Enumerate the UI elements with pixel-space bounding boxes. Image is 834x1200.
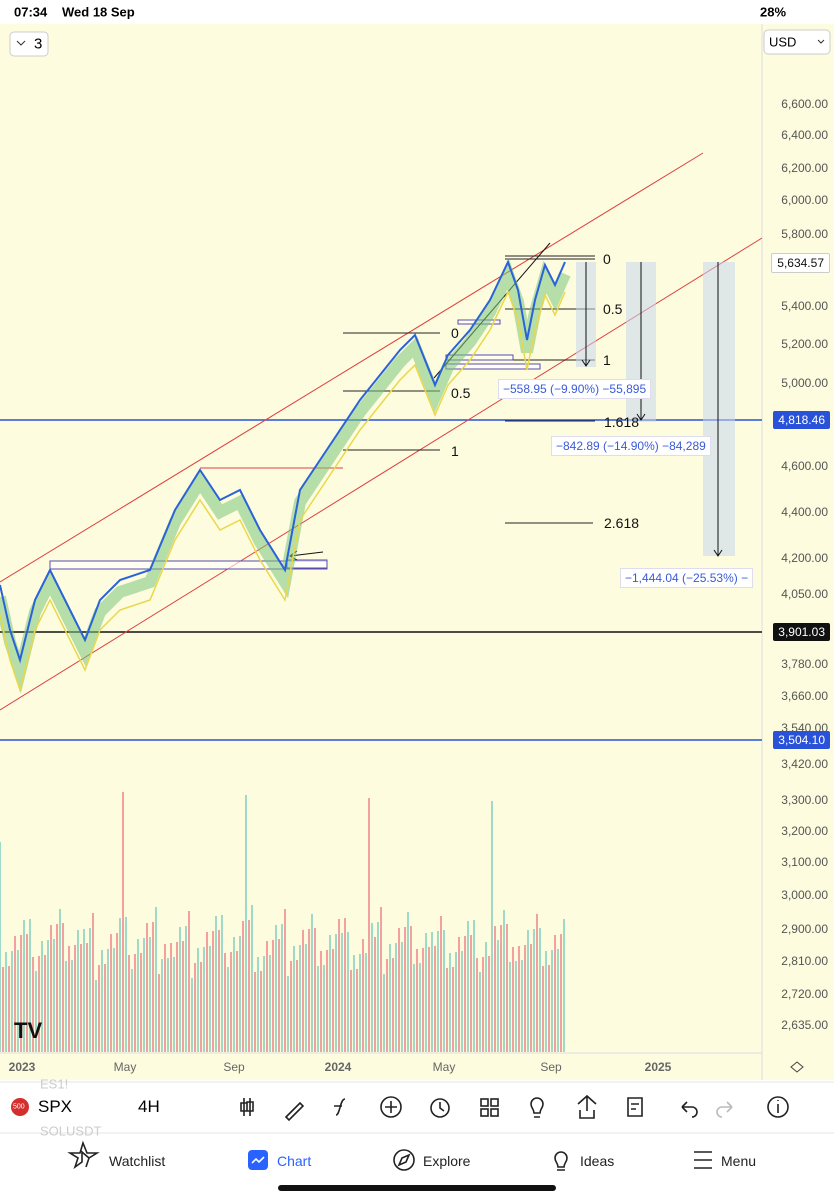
fib-level: 2.618 bbox=[604, 515, 640, 531]
price-axis-label: 3,660.00 bbox=[781, 689, 828, 703]
home-indicator bbox=[278, 1185, 556, 1191]
measure-box bbox=[703, 262, 735, 556]
price-axis-label: 6,400.00 bbox=[781, 128, 828, 142]
tab[interactable]: Explore bbox=[423, 1153, 471, 1169]
measure-label: −842.89 (−14.90%) −84,289 bbox=[551, 436, 711, 456]
status-date: Wed 18 Sep bbox=[62, 4, 135, 20]
price-line bbox=[0, 259, 566, 664]
price-axis-label: 4,050.00 bbox=[781, 587, 828, 601]
price-axis-label: 2,900.00 bbox=[781, 922, 828, 936]
status-battery: 28% bbox=[760, 4, 787, 20]
axis-bg bbox=[762, 24, 834, 1080]
time-axis-label: May bbox=[432, 1060, 456, 1074]
tab[interactable]: Chart bbox=[277, 1153, 312, 1169]
indicator-count: 3 bbox=[34, 35, 43, 53]
status-time: 07:34 bbox=[14, 4, 48, 20]
arrow-head bbox=[636, 413, 646, 421]
channel-line bbox=[0, 152, 704, 583]
price-axis-label: 6,200.00 bbox=[781, 161, 828, 175]
time-axis-label: Sep bbox=[540, 1060, 562, 1074]
drawings bbox=[0, 152, 763, 1052]
price-axis-label: 4,600.00 bbox=[781, 459, 828, 473]
price-axis-label: 3,100.00 bbox=[781, 855, 828, 869]
fib-level: 0 bbox=[603, 251, 611, 267]
price-axis-label: 5,200.00 bbox=[781, 337, 828, 351]
tab[interactable]: Ideas bbox=[580, 1153, 615, 1169]
arrow-head bbox=[713, 549, 723, 557]
price-axis-label: 2,810.00 bbox=[781, 954, 828, 968]
fib-level: 0.5 bbox=[451, 385, 471, 401]
badge-text: 500 bbox=[13, 1103, 25, 1111]
price-tag: 5,634.57 bbox=[771, 253, 830, 273]
price-axis-label: 2,635.00 bbox=[781, 1018, 828, 1032]
measure-label: −558.95 (−9.90%) −55,895 bbox=[498, 379, 652, 399]
price-axis-label: 3,300.00 bbox=[781, 793, 828, 807]
chevron bbox=[817, 39, 825, 44]
chevron bbox=[16, 40, 26, 46]
ghost-symbol: SOLUSDT bbox=[40, 1123, 102, 1139]
price-axis-label: 3,420.00 bbox=[781, 757, 828, 771]
settings-icon[interactable] bbox=[790, 1061, 804, 1073]
currency: USD bbox=[769, 34, 797, 50]
price-axis-label: 4,200.00 bbox=[781, 551, 828, 565]
price-axis-label: 4,400.00 bbox=[781, 505, 828, 519]
price-axis-label: 5,800.00 bbox=[781, 227, 828, 241]
symbol-badge bbox=[11, 1098, 29, 1116]
price-axis-label: 2,720.00 bbox=[781, 987, 828, 1001]
measure-label: −1,444.04 (−25.53%) − bbox=[620, 568, 754, 588]
chart-tab-glyph bbox=[251, 1156, 265, 1164]
interval: 4H bbox=[138, 1097, 160, 1116]
tv-logo: TV bbox=[14, 1018, 42, 1043]
time-axis-label: May bbox=[113, 1060, 137, 1074]
price-axis-label: 5,400.00 bbox=[781, 299, 828, 313]
price-axis-label: 6,000.00 bbox=[781, 193, 828, 207]
fib-level: 0 bbox=[451, 325, 459, 341]
symbol: SPX bbox=[38, 1097, 73, 1116]
price-tag: 3,504.10 bbox=[773, 731, 830, 749]
ghost-symbol: ES1! bbox=[40, 1076, 69, 1092]
indicator-toggle[interactable] bbox=[9, 31, 49, 57]
moving-average bbox=[0, 290, 566, 693]
toolbar-icons bbox=[67, 1094, 789, 1171]
price-axis-label: 5,000.00 bbox=[781, 376, 828, 390]
price-tag: 4,818.46 bbox=[773, 411, 830, 429]
time-axis-label: 2025 bbox=[644, 1060, 672, 1074]
tab[interactable]: Menu bbox=[721, 1153, 757, 1169]
arrow-head bbox=[581, 359, 591, 367]
fib-level: 1.618 bbox=[604, 414, 640, 430]
tab[interactable]: Watchlist bbox=[109, 1153, 166, 1169]
time-axis-label: 2023 bbox=[8, 1060, 36, 1074]
price-axis-label: 6,600.00 bbox=[781, 97, 828, 111]
time-axis-label: Sep bbox=[223, 1060, 245, 1074]
price-axis-label: 3,000.00 bbox=[781, 888, 828, 902]
ribbon bbox=[0, 258, 571, 694]
price-axis-label: 3,200.00 bbox=[781, 824, 828, 838]
price-axis-label: 3,780.00 bbox=[781, 657, 828, 671]
chart-bg bbox=[0, 24, 762, 1080]
fib-level: 0.5 bbox=[603, 301, 623, 317]
price-tag: 3,901.03 bbox=[773, 623, 830, 641]
fib-level: 1 bbox=[603, 352, 611, 368]
time-axis-label: 2024 bbox=[324, 1060, 352, 1074]
currency-box[interactable] bbox=[763, 29, 831, 55]
fib-level: 1 bbox=[451, 443, 459, 459]
